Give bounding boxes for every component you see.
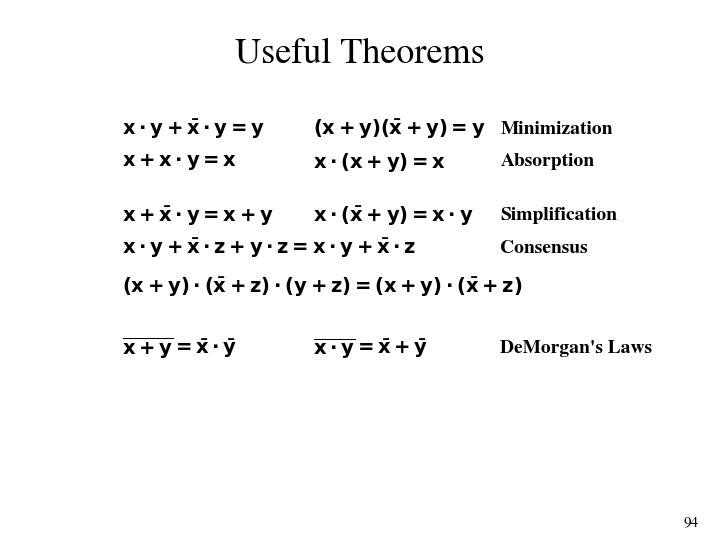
Text: $\mathbf{\overline{x+y} = \bar{x} \cdot \bar{y}}$: $\mathbf{\overline{x+y} = \bar{x} \cdot … [122, 335, 238, 361]
Text: $\mathbf{\overline{x \cdot y} = \bar{x}+\bar{y}}$: $\mathbf{\overline{x \cdot y} = \bar{x}+… [313, 336, 428, 361]
Text: DeMorgan's Laws: DeMorgan's Laws [500, 340, 652, 357]
Text: Simplification: Simplification [500, 207, 618, 225]
Text: $\mathbf{(x+y) \cdot (\bar{x}+z) \cdot (y+z)=(x+y) \cdot (\bar{x}+z)}$: $\mathbf{(x+y) \cdot (\bar{x}+z) \cdot (… [122, 275, 523, 299]
Text: $\mathbf{x + x \cdot y = x}$: $\mathbf{x + x \cdot y = x}$ [122, 152, 238, 172]
Text: Useful Theorems: Useful Theorems [235, 38, 485, 71]
Text: Absorption: Absorption [500, 153, 595, 171]
Text: $\mathbf{(x+y)(\bar{x}+y)= y}$: $\mathbf{(x+y)(\bar{x}+y)= y}$ [313, 118, 486, 141]
Text: Consensus: Consensus [500, 240, 588, 257]
Text: $\mathbf{x + \bar{x} \cdot y = x+y}$: $\mathbf{x + \bar{x} \cdot y = x+y}$ [122, 204, 274, 228]
Text: $\mathbf{x \cdot (\bar{x}+y)= x \cdot y}$: $\mathbf{x \cdot (\bar{x}+y)= x \cdot y}… [313, 204, 474, 228]
Text: $\mathbf{x \cdot (x+y)= x}$: $\mathbf{x \cdot (x+y)= x}$ [313, 151, 446, 173]
Text: $\mathbf{x \cdot y + \bar{x} \cdot z + y \cdot z = x \cdot y + \bar{x} \cdot z}$: $\mathbf{x \cdot y + \bar{x} \cdot z + y… [122, 237, 417, 260]
Text: $\mathbf{x \cdot y + \bar{x} \cdot y = y}$: $\mathbf{x \cdot y + \bar{x} \cdot y = y… [122, 118, 265, 141]
Text: Minimization: Minimization [500, 121, 613, 138]
Text: 94: 94 [683, 516, 698, 529]
